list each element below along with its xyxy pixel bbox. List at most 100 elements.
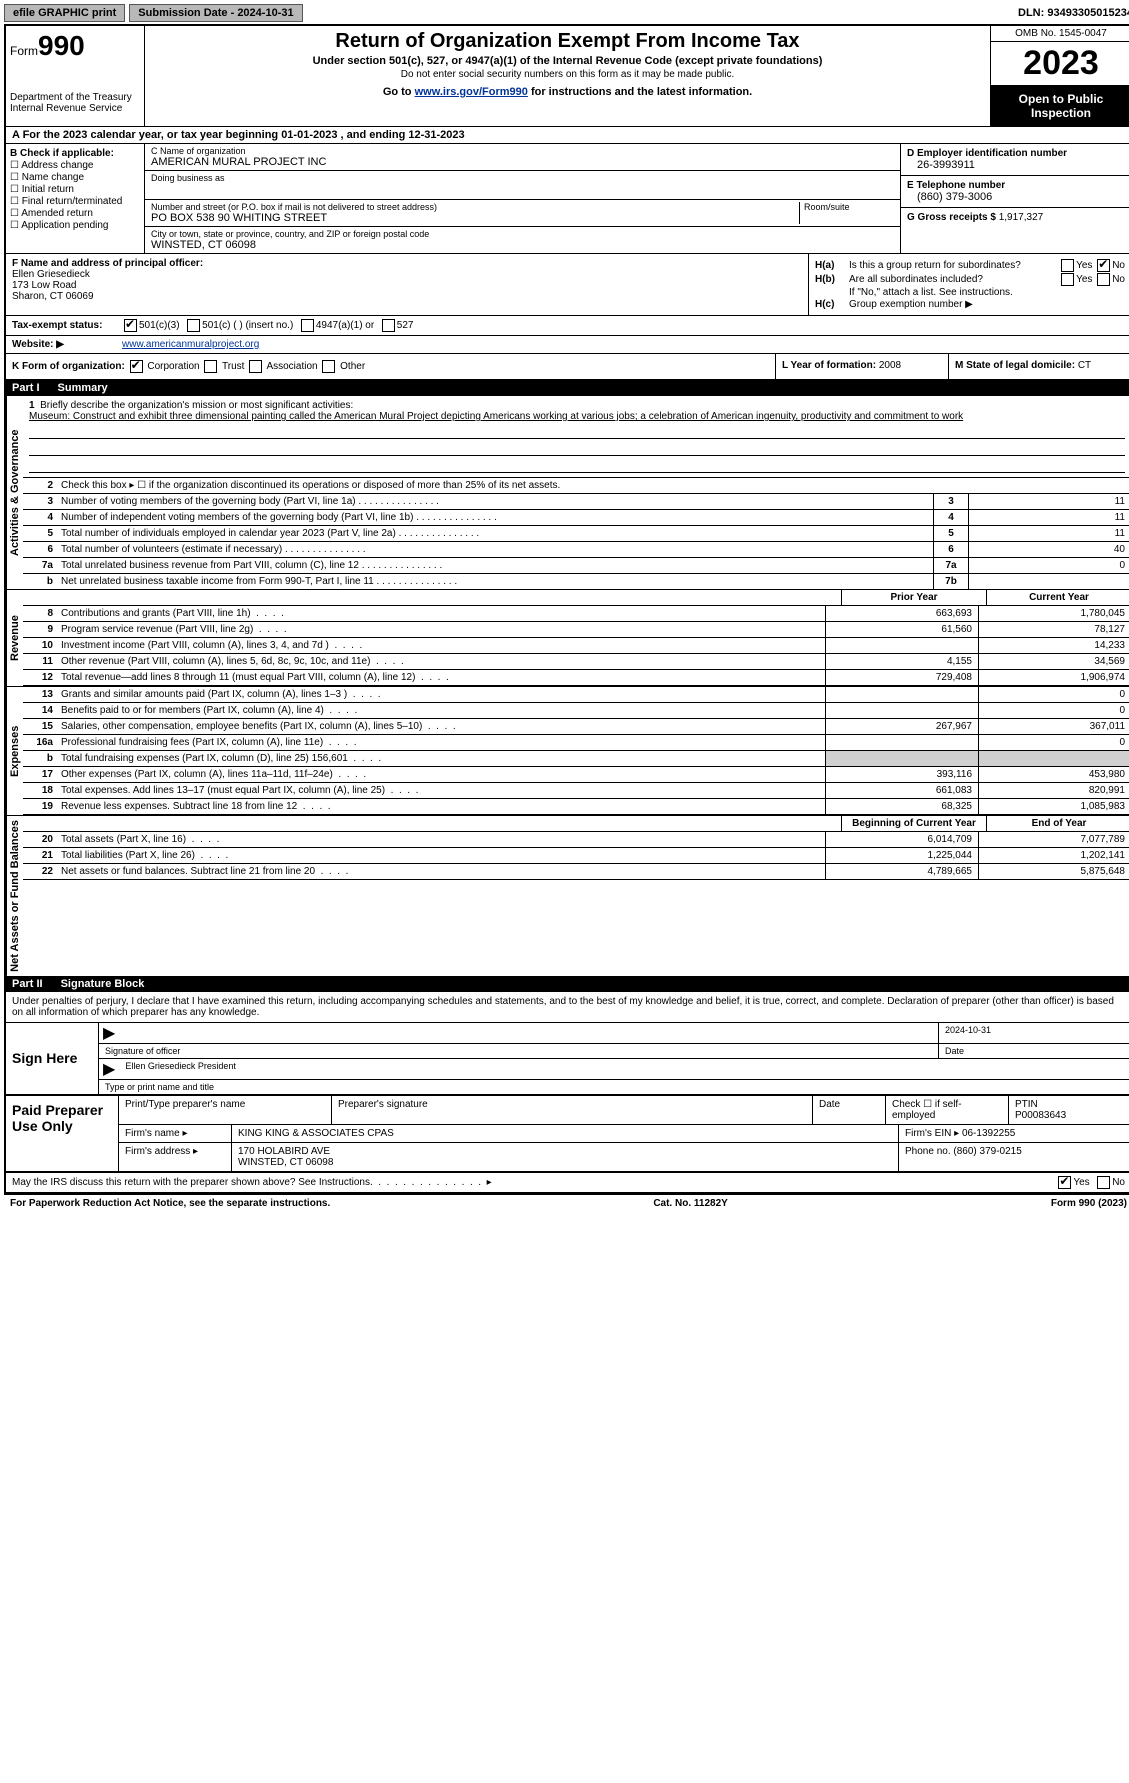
data-line: 15Salaries, other compensation, employee… — [23, 719, 1129, 735]
officer-label: F Name and address of principal officer: — [12, 258, 203, 269]
part2-title: Signature Block — [61, 978, 145, 990]
chk-initial[interactable]: ☐ Initial return — [10, 184, 140, 195]
chk-501c[interactable] — [187, 319, 200, 332]
col-k: K Form of organization: Corporation Trus… — [6, 354, 775, 379]
section-rev: Revenue Prior Year Current Year 8Contrib… — [6, 590, 1129, 687]
firm-addr-lbl: Firm's address ▸ — [119, 1143, 232, 1171]
part1-num: Part I — [12, 382, 40, 394]
section-fh: F Name and address of principal officer:… — [6, 254, 1129, 316]
firm-addr-val: 170 HOLABIRD AVEWINSTED, CT 06098 — [232, 1143, 899, 1171]
data-line: 20Total assets (Part X, line 16) . . . .… — [23, 832, 1129, 848]
officer-name: Ellen Griesedieck — [12, 269, 90, 280]
hb-no[interactable] — [1097, 273, 1110, 286]
firm-ein: Firm's EIN ▸ 06-1392255 — [899, 1125, 1129, 1142]
section-bcde: B Check if applicable: ☐ Address change … — [6, 144, 1129, 254]
l-label: L Year of formation: — [782, 360, 879, 371]
top-toolbar: efile GRAPHIC print Submission Date - 20… — [4, 4, 1129, 22]
chk-pending[interactable]: ☐ Application pending — [10, 220, 140, 231]
opt-4947: 4947(a)(1) or — [316, 320, 374, 331]
goto-link[interactable]: www.irs.gov/Form990 — [415, 86, 528, 98]
data-line: 13Grants and similar amounts paid (Part … — [23, 687, 1129, 703]
mission-block: 1 Briefly describe the organization's mi… — [23, 396, 1129, 478]
ein-label: D Employer identification number — [907, 148, 1067, 159]
ha-no[interactable] — [1097, 259, 1110, 272]
paperwork-notice: For Paperwork Reduction Act Notice, see … — [10, 1198, 330, 1209]
footer-q: May the IRS discuss this return with the… — [12, 1177, 373, 1188]
opt-other: Other — [340, 361, 365, 372]
chk-4947[interactable] — [301, 319, 314, 332]
opt-trust: Trust — [222, 361, 244, 372]
arrow-icon: ▶ — [99, 1059, 119, 1079]
chk-527[interactable] — [382, 319, 395, 332]
col-b-head: B Check if applicable: — [10, 148, 140, 159]
gross-label: G Gross receipts $ — [907, 212, 999, 223]
ha-text: Is this a group return for subordinates? — [849, 260, 1021, 271]
officer-addr1: 173 Low Road — [12, 280, 77, 291]
goto-post: for instructions and the latest informat… — [528, 86, 752, 98]
efile-button[interactable]: efile GRAPHIC print — [4, 4, 125, 22]
officer-name-title: Ellen Griesedieck President — [119, 1059, 1129, 1079]
form-header: Form990 Department of the Treasury Inter… — [6, 26, 1129, 127]
chk-amended[interactable]: ☐ Amended return — [10, 208, 140, 219]
name-label: C Name of organization — [151, 146, 894, 156]
summary-line: 3Number of voting members of the governi… — [23, 494, 1129, 510]
opt-assoc: Association — [266, 361, 317, 372]
data-line: bTotal fundraising expenses (Part IX, co… — [23, 751, 1129, 767]
discuss-no[interactable] — [1097, 1176, 1110, 1189]
form-container: Form990 Department of the Treasury Inter… — [4, 24, 1129, 1195]
ha-yes[interactable] — [1061, 259, 1074, 272]
data-line: 14Benefits paid to or for members (Part … — [23, 703, 1129, 719]
chk-assoc[interactable] — [249, 360, 262, 373]
prep-date-lbl: Date — [813, 1096, 886, 1124]
na-hdr-end: End of Year — [986, 816, 1129, 831]
chk-other[interactable] — [322, 360, 335, 373]
vlabel-rev: Revenue — [6, 590, 23, 686]
street-val: PO BOX 538 90 WHITING STREET — [151, 212, 327, 224]
discuss-yes[interactable] — [1058, 1176, 1071, 1189]
sig-date: 2024-10-31 — [939, 1023, 1129, 1043]
chk-address[interactable]: ☐ Address change — [10, 160, 140, 171]
row-i: Tax-exempt status: 501(c)(3) 501(c) ( ) … — [6, 316, 1129, 336]
row-klm: K Form of organization: Corporation Trus… — [6, 354, 1129, 380]
data-line: 17Other expenses (Part IX, column (A), l… — [23, 767, 1129, 783]
line1-lead: Briefly describe the organization's miss… — [40, 400, 353, 411]
line1-num: 1 — [29, 400, 35, 411]
part1-title: Summary — [58, 382, 108, 394]
col-b: B Check if applicable: ☐ Address change … — [6, 144, 145, 253]
hc-text: Group exemption number ▶ — [849, 299, 973, 310]
opt-corp: Corporation — [147, 361, 199, 372]
data-line: 9Program service revenue (Part VIII, lin… — [23, 622, 1129, 638]
rev-hdr-prior: Prior Year — [841, 590, 986, 605]
rev-header: Prior Year Current Year — [23, 590, 1129, 606]
omb-label: OMB No. 1545-0047 — [991, 26, 1129, 42]
opt-501c3: 501(c)(3) — [139, 320, 180, 331]
gross-val: 1,917,327 — [999, 212, 1044, 223]
na-hdr-begin: Beginning of Current Year — [841, 816, 986, 831]
section-ag: Activities & Governance 1 Briefly descri… — [6, 396, 1129, 590]
paid-label: Paid Preparer Use Only — [6, 1096, 119, 1171]
summary-line: bNet unrelated business taxable income f… — [23, 574, 1129, 589]
rev-hdr-current: Current Year — [986, 590, 1129, 605]
i-lead: Tax-exempt status: — [12, 320, 122, 331]
city-val: WINSTED, CT 06098 — [151, 239, 894, 251]
chk-trust[interactable] — [204, 360, 217, 373]
dln-label: DLN: 93493305015234 — [1018, 7, 1129, 19]
chk-final[interactable]: ☐ Final return/terminated — [10, 196, 140, 207]
hb-yes[interactable] — [1061, 273, 1074, 286]
j-lead: Website: ▶ — [12, 339, 122, 350]
inspection-label: Open to Public Inspection — [991, 86, 1129, 126]
col-h: H(a)Is this a group return for subordina… — [808, 254, 1129, 315]
form-word: Form — [10, 44, 38, 58]
chk-corp[interactable] — [130, 360, 143, 373]
website-link[interactable]: www.americanmuralproject.org — [122, 339, 259, 350]
submission-date: Submission Date - 2024-10-31 — [129, 4, 302, 22]
col-m: M State of legal domicile: CT — [948, 354, 1129, 379]
goto-line: Go to www.irs.gov/Form990 for instructio… — [151, 86, 984, 98]
col-c: C Name of organization AMERICAN MURAL PR… — [145, 144, 900, 253]
row-a: A For the 2023 calendar year, or tax yea… — [6, 127, 1129, 144]
chk-501c3[interactable] — [124, 319, 137, 332]
data-line: 21Total liabilities (Part X, line 26) . … — [23, 848, 1129, 864]
form-note: Do not enter social security numbers on … — [151, 69, 984, 80]
chk-name[interactable]: ☐ Name change — [10, 172, 140, 183]
dba-label: Doing business as — [151, 173, 894, 183]
